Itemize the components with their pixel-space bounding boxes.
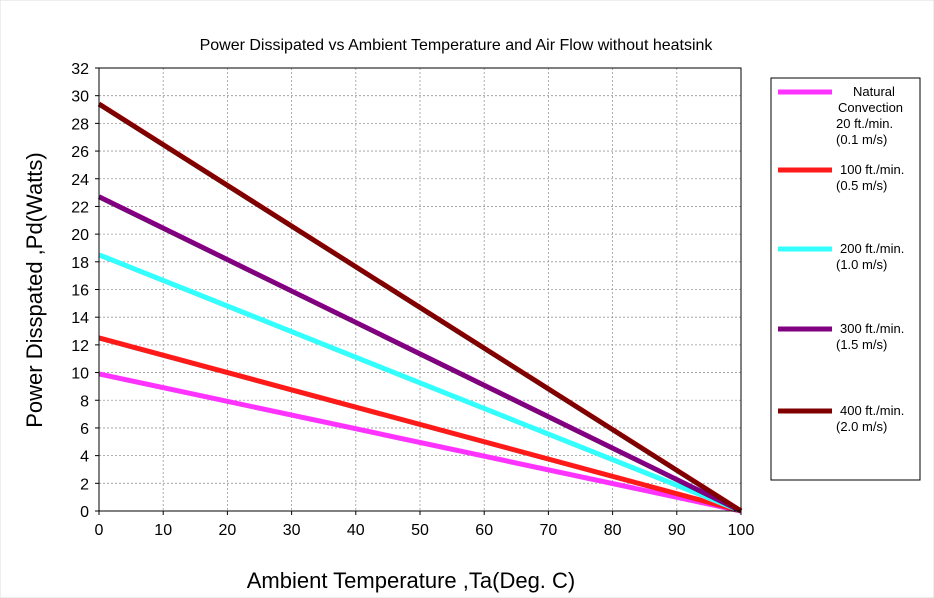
x-tick-label: 20 xyxy=(219,522,237,539)
grid xyxy=(99,68,741,511)
x-tick-label: 10 xyxy=(154,522,172,539)
y-tick-label: 0 xyxy=(80,504,89,521)
legend-entry-4: 300 ft./min.(1.5 m/s) xyxy=(778,321,904,352)
legend-label: Convection xyxy=(838,100,903,115)
legend-entry-5: 400 ft./min.(2.0 m/s) xyxy=(778,403,904,434)
y-tick-label: 20 xyxy=(71,227,89,244)
x-tick-label: 50 xyxy=(411,522,429,539)
y-tick-label: 14 xyxy=(71,310,89,327)
y-tick-label: 16 xyxy=(71,283,89,300)
x-tick-label: 60 xyxy=(475,522,493,539)
y-tick-label: 26 xyxy=(71,144,89,161)
legend-label: (1.5 m/s) xyxy=(836,337,887,352)
y-tick-label: 10 xyxy=(71,366,89,383)
x-axis-label: Ambient Temperature ,Ta(Deg. C) xyxy=(247,568,576,593)
y-axis-label: Power Disspated ,Pd(Watts) xyxy=(22,152,47,428)
legend-label: 400 ft./min. xyxy=(840,403,904,418)
y-tick-label: 2 xyxy=(80,476,89,493)
legend-label: 300 ft./min. xyxy=(840,321,904,336)
series-line-5 xyxy=(97,101,743,514)
series-lines xyxy=(97,101,743,514)
legend-label: Natural xyxy=(853,84,895,99)
legend-label: 200 ft./min. xyxy=(840,241,904,256)
series-line-2 xyxy=(98,335,742,514)
y-tick-label: 12 xyxy=(71,338,89,355)
y-tick-label: 18 xyxy=(71,255,89,272)
y-tick-label: 32 xyxy=(71,61,89,78)
legend-label: (1.0 m/s) xyxy=(836,257,887,272)
legend-label: (0.1 m/s) xyxy=(836,132,887,147)
axis-ticks: 0 10 20 30 40 50 60 70 80 90 100024681012141618202… xyxy=(71,61,754,539)
x-tick-label: 70 xyxy=(540,522,558,539)
y-tick-label: 30 xyxy=(71,89,89,106)
y-tick-label: 22 xyxy=(71,199,89,216)
series-line-3 xyxy=(98,252,742,514)
legend-label: (0.5 m/s) xyxy=(836,178,887,193)
y-tick-label: 28 xyxy=(71,116,89,133)
y-tick-label: 24 xyxy=(71,172,89,189)
series-line-4 xyxy=(97,194,743,514)
x-tick-label: 100 xyxy=(728,522,755,539)
legend-entry-3: 200 ft./min.(1.0 m/s) xyxy=(778,241,904,272)
legend-label: (2.0 m/s) xyxy=(836,419,887,434)
y-tick-label: 4 xyxy=(80,449,89,466)
x-tick-label: 0 xyxy=(95,522,104,539)
x-tick-label: 80 xyxy=(604,522,622,539)
legend-label: 20 ft./min. xyxy=(836,116,893,131)
chart-title: Power Dissipated vs Ambient Temperature … xyxy=(200,37,714,54)
x-tick-label: 90 xyxy=(668,522,686,539)
y-tick-label: 6 xyxy=(80,421,89,438)
legend-label: 100 ft./min. xyxy=(840,162,904,177)
legend-entry-2: 100 ft./min.(0.5 m/s) xyxy=(778,162,904,193)
x-tick-label: 30 xyxy=(283,522,301,539)
y-tick-label: 8 xyxy=(80,393,89,410)
series-line-1 xyxy=(98,371,742,514)
x-tick-label: 40 xyxy=(347,522,365,539)
